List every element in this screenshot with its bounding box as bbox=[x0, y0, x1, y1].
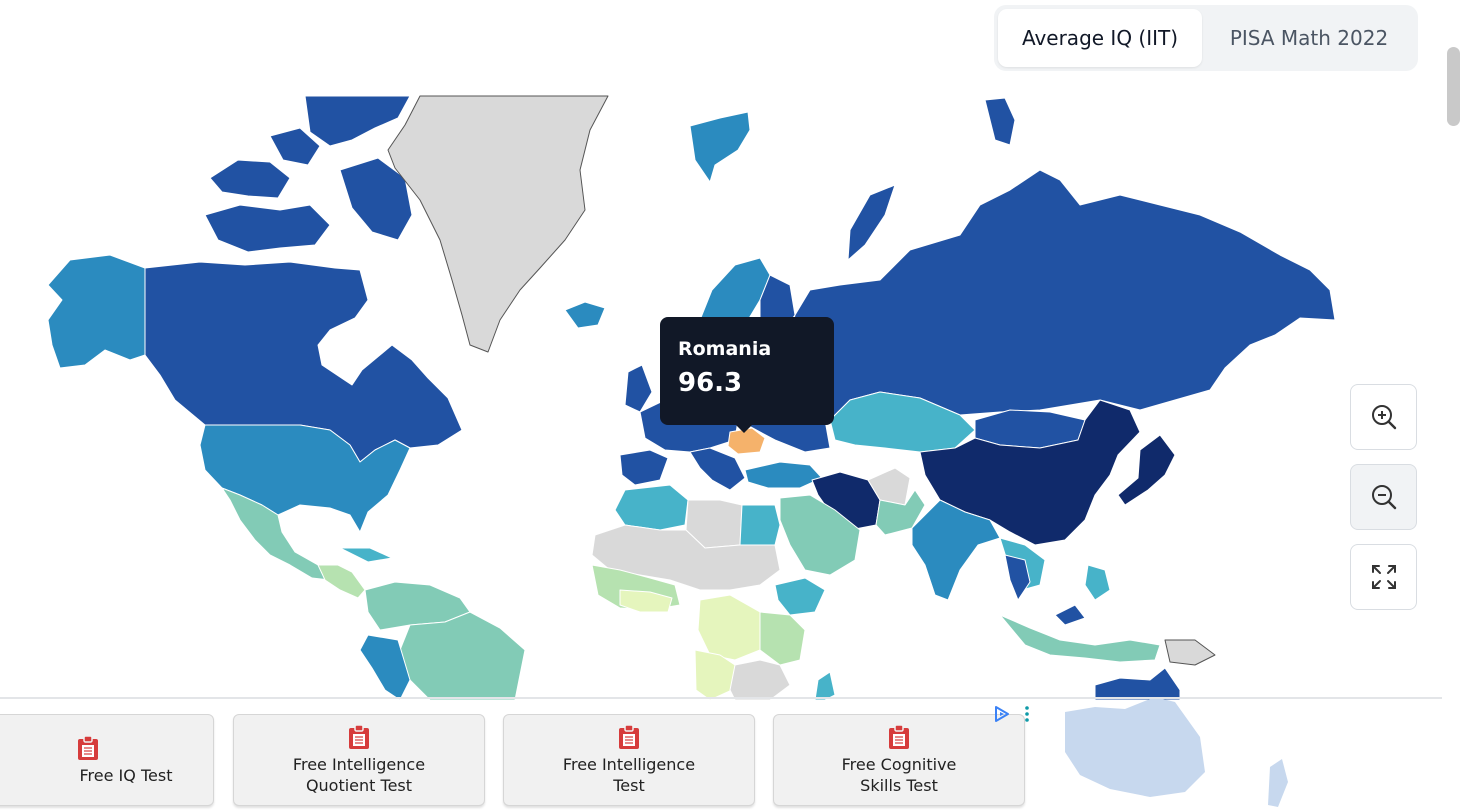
zoom-in-icon bbox=[1371, 405, 1396, 430]
world-map[interactable] bbox=[0, 0, 1440, 700]
clipboard-icon bbox=[889, 724, 909, 749]
country-australia[interactable] bbox=[1094, 667, 1181, 700]
ad-card-free-iq-test[interactable]: Free IQ Test bbox=[0, 714, 214, 806]
country-kazakhstan[interactable] bbox=[829, 391, 976, 453]
country-indonesia[interactable] bbox=[999, 614, 1161, 663]
metric-tab-switch: Average IQ (IIT) PISA Math 2022 bbox=[994, 5, 1418, 71]
adchoices-icon[interactable] bbox=[993, 704, 1033, 724]
ad-label: Free Intelligence Test bbox=[562, 755, 696, 795]
tab-pisa-math-2022[interactable]: PISA Math 2022 bbox=[1229, 26, 1389, 50]
country-usa-alaska[interactable] bbox=[47, 254, 146, 369]
tab-average-iq[interactable]: Average IQ (IIT) bbox=[998, 9, 1202, 67]
fullscreen-button[interactable] bbox=[1350, 544, 1417, 610]
country-egypt[interactable] bbox=[739, 504, 781, 546]
country-india[interactable] bbox=[911, 499, 1001, 601]
country-peru[interactable] bbox=[359, 634, 411, 700]
ad-banner bbox=[0, 697, 1442, 812]
country-spain[interactable] bbox=[619, 449, 669, 486]
country-canada-islands-west[interactable] bbox=[209, 159, 291, 199]
zoom-out-button[interactable] bbox=[1350, 464, 1417, 530]
zoom-out-icon bbox=[1371, 485, 1396, 510]
ad-label: Free IQ Test bbox=[79, 765, 173, 785]
ad-label: Free Intelligence Quotient Test bbox=[292, 755, 426, 795]
tooltip-country-name: Romania bbox=[678, 338, 772, 360]
oceania-faded-map bbox=[1065, 697, 1288, 807]
scrollbar-thumb[interactable] bbox=[1447, 47, 1460, 126]
country-madagascar[interactable] bbox=[814, 671, 836, 700]
country-arabia[interactable] bbox=[779, 494, 861, 576]
country-pakistan[interactable] bbox=[875, 489, 926, 536]
clipboard-icon bbox=[349, 724, 369, 749]
country-uk[interactable] bbox=[624, 364, 653, 413]
country-afghanistan[interactable] bbox=[867, 467, 911, 506]
country-north-africa-west[interactable] bbox=[614, 484, 689, 531]
country-romania[interactable] bbox=[727, 427, 766, 455]
country-central-africa[interactable] bbox=[697, 594, 761, 661]
country-canada-islands-mid[interactable] bbox=[204, 204, 331, 253]
ad-card-free-cognitive-skills-test[interactable]: Free Cognitive Skills Test bbox=[773, 714, 1025, 806]
country-korea-japan[interactable] bbox=[1117, 434, 1176, 506]
expand-icon bbox=[1371, 565, 1396, 589]
country-italy-balkans[interactable] bbox=[689, 447, 746, 491]
country-turkey[interactable] bbox=[744, 461, 823, 489]
country-west-africa-coast[interactable] bbox=[619, 589, 673, 613]
country-brazil[interactable] bbox=[397, 611, 526, 700]
country-thailand[interactable] bbox=[1004, 554, 1031, 601]
country-philippines[interactable] bbox=[1084, 564, 1111, 601]
country-greenland[interactable] bbox=[387, 95, 609, 353]
country-png[interactable] bbox=[1164, 639, 1216, 666]
country-russia-north-islands[interactable] bbox=[984, 97, 1016, 146]
country-iceland[interactable] bbox=[564, 301, 606, 329]
country-svalbard[interactable] bbox=[689, 111, 751, 183]
tooltip-value: 96.3 bbox=[678, 368, 743, 398]
country-central-america[interactable] bbox=[317, 564, 366, 599]
country-tooltip: Romania 96.3 bbox=[660, 317, 834, 433]
scrollbar-track[interactable] bbox=[1445, 0, 1465, 812]
ad-card-free-intelligence-quotient-test[interactable]: Free Intelligence Quotient Test bbox=[233, 714, 485, 806]
country-cuba[interactable] bbox=[339, 547, 393, 563]
ad-card-free-intelligence-test[interactable]: Free Intelligence Test bbox=[503, 714, 755, 806]
country-malaysia[interactable] bbox=[1054, 604, 1086, 626]
clipboard-icon bbox=[619, 724, 639, 749]
country-east-africa[interactable] bbox=[759, 611, 806, 666]
country-canada-victoria[interactable] bbox=[269, 127, 321, 166]
country-southern-africa[interactable] bbox=[729, 659, 791, 700]
country-ethiopia[interactable] bbox=[774, 577, 826, 616]
clipboard-icon bbox=[78, 734, 98, 760]
country-canada-arctic-islands[interactable] bbox=[304, 95, 411, 147]
zoom-in-button[interactable] bbox=[1350, 384, 1417, 450]
ad-label: Free Cognitive Skills Test bbox=[841, 755, 957, 795]
country-canada-baffin[interactable] bbox=[339, 157, 413, 241]
country-novaya-zemlya[interactable] bbox=[847, 184, 896, 261]
